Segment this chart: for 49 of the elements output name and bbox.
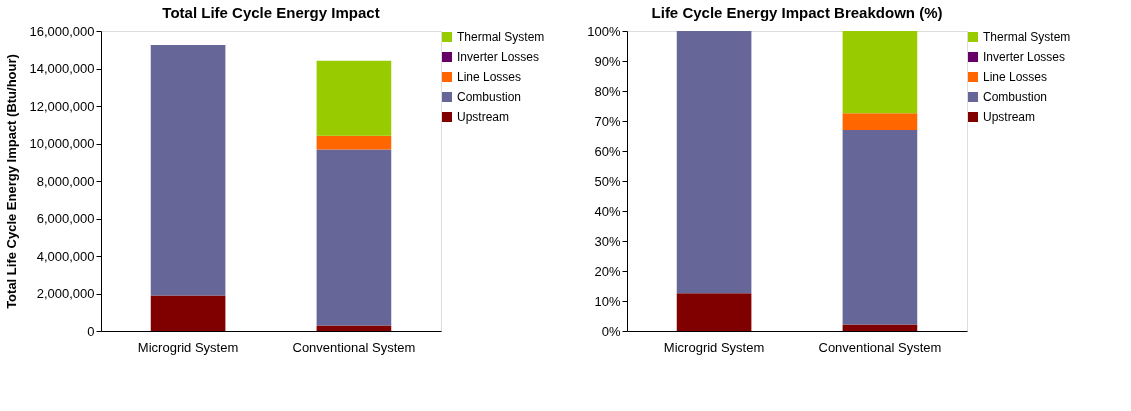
- legend-label: Line Losses: [457, 70, 522, 84]
- y-tick-label: 70%: [594, 113, 621, 129]
- y-tick-label: 60%: [594, 143, 621, 159]
- chart-title: Life Cycle Energy Impact Breakdown (%): [651, 4, 943, 21]
- y-tick-label: 8,000,000: [36, 173, 95, 189]
- bar: [316, 325, 392, 331]
- bar: [842, 31, 918, 114]
- y-tick-label: 10%: [594, 293, 621, 309]
- legend-label: Line Losses: [983, 70, 1048, 84]
- bar: [316, 135, 392, 150]
- x-tick-label: Microgrid System: [137, 339, 239, 355]
- bar: [676, 31, 752, 294]
- y-tick-label: 30%: [594, 233, 621, 249]
- y-tick-label: 20%: [594, 263, 621, 279]
- legend-label: Upstream: [983, 110, 1036, 124]
- bar: [842, 324, 918, 331]
- x-tick-label: Microgrid System: [663, 339, 765, 355]
- y-tick-label: 6,000,000: [36, 211, 95, 226]
- bar: [842, 130, 918, 325]
- y-tick-label: 2,000,000: [36, 286, 95, 301]
- legend-label: Inverter Losses: [983, 50, 1066, 64]
- y-tick-label: 40%: [594, 203, 621, 219]
- legend-label: Inverter Losses: [457, 50, 540, 64]
- y-tick-label: 90%: [594, 53, 621, 69]
- bar: [150, 44, 226, 296]
- y-tick-label: 4,000,000: [36, 248, 95, 264]
- y-tick-label: 12,000,000: [29, 98, 95, 114]
- bar: [842, 113, 918, 130]
- chart-title: Total Life Cycle Energy Impact: [162, 4, 380, 21]
- y-tick-label: 0: [87, 323, 95, 339]
- x-tick-label: Conventional System: [292, 339, 416, 355]
- y-tick-label: 16,000,000: [29, 23, 95, 39]
- y-tick-label: 50%: [594, 173, 621, 189]
- bar: [316, 149, 392, 326]
- bar: [316, 60, 392, 136]
- legend-label: Thermal System: [457, 30, 545, 44]
- y-tick-label: 80%: [594, 83, 621, 99]
- y-tick-label: 14,000,000: [29, 61, 95, 76]
- x-tick-label: Conventional System: [818, 339, 942, 355]
- y-tick-label: 100%: [587, 23, 621, 39]
- legend-label: Upstream: [457, 110, 510, 124]
- legend-label: Thermal System: [983, 30, 1071, 44]
- bar: [150, 295, 226, 331]
- y-tick-label: 10,000,000: [29, 136, 95, 151]
- y-axis-title: Total Life Cycle Energy Impact (Btu/hour): [4, 54, 20, 309]
- legend-label: Combustion: [983, 90, 1048, 104]
- legend-label: Combustion: [457, 90, 522, 104]
- y-tick-label: 0%: [601, 323, 621, 339]
- bar: [676, 293, 752, 331]
